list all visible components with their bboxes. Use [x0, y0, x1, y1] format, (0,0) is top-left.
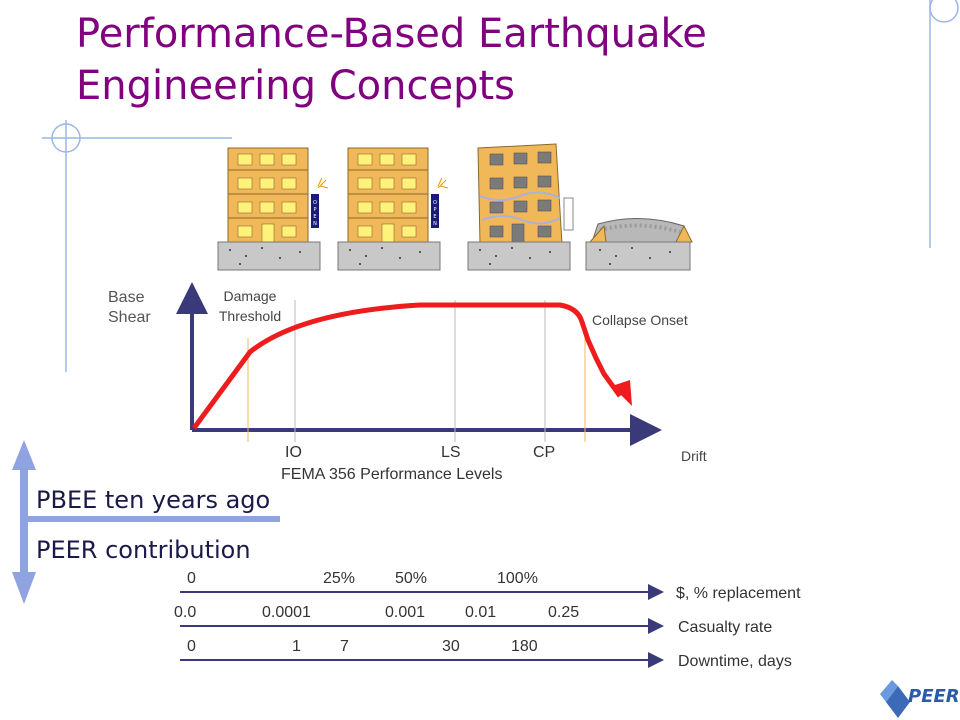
downtime-tick: 30 — [442, 638, 460, 655]
loss-tick: 50% — [395, 570, 428, 587]
peer-logo-text: PEER — [908, 686, 960, 707]
downtime-scale-label: Downtime, days — [678, 653, 792, 670]
svg-text:P: P — [313, 207, 316, 213]
svg-text:E: E — [313, 214, 316, 220]
downtime-tick: 0 — [187, 638, 196, 655]
building-severe-damage — [467, 143, 574, 271]
casualty-tick: 0.0 — [174, 604, 197, 621]
loss-scale-label: $, % replacement — [676, 585, 801, 602]
building-minor-damage: O P E N — [337, 147, 449, 271]
casualty-tick: 0.001 — [385, 604, 426, 621]
svg-text:N: N — [313, 221, 317, 227]
svg-text:O: O — [313, 200, 317, 206]
svg-text:O: O — [433, 200, 437, 206]
loss-tick: 100% — [497, 570, 538, 587]
downtime-tick: 7 — [340, 638, 349, 655]
casualty-tick: 0.01 — [465, 604, 497, 621]
damage-threshold-label: Damage Threshold — [218, 288, 282, 324]
y-axis-label: Base Shear — [108, 289, 151, 326]
svg-text:P: P — [433, 207, 436, 213]
svg-text:E: E — [433, 214, 436, 220]
casualty-scale-label: Casualty rate — [678, 619, 773, 636]
capacity-curve — [191, 302, 623, 430]
level-io: IO — [285, 444, 302, 461]
level-ls: LS — [441, 444, 461, 461]
collapse-arrowhead — [612, 380, 632, 406]
level-cp: CP — [533, 444, 556, 461]
casualty-tick: 0.25 — [548, 604, 580, 621]
downtime-tick: 180 — [511, 638, 538, 655]
pbee-past-label: PBEE ten years ago — [36, 486, 271, 514]
x-axis-label: Drift — [681, 448, 707, 464]
downtime-tick: 1 — [292, 638, 301, 655]
loss-tick: 0 — [187, 570, 196, 587]
peer-contribution-label: PEER contribution — [36, 536, 251, 564]
levels-caption: FEMA 356 Performance Levels — [281, 466, 503, 483]
page-title: Performance-Based Earthquake Engineering… — [76, 11, 707, 109]
collapse-onset-label: Collapse Onset — [592, 312, 688, 328]
building-intact: O P E N — [217, 147, 329, 271]
building-collapsed — [585, 218, 693, 271]
loss-tick: 25% — [323, 570, 356, 587]
casualty-tick: 0.0001 — [262, 604, 311, 621]
svg-text:N: N — [433, 221, 437, 227]
